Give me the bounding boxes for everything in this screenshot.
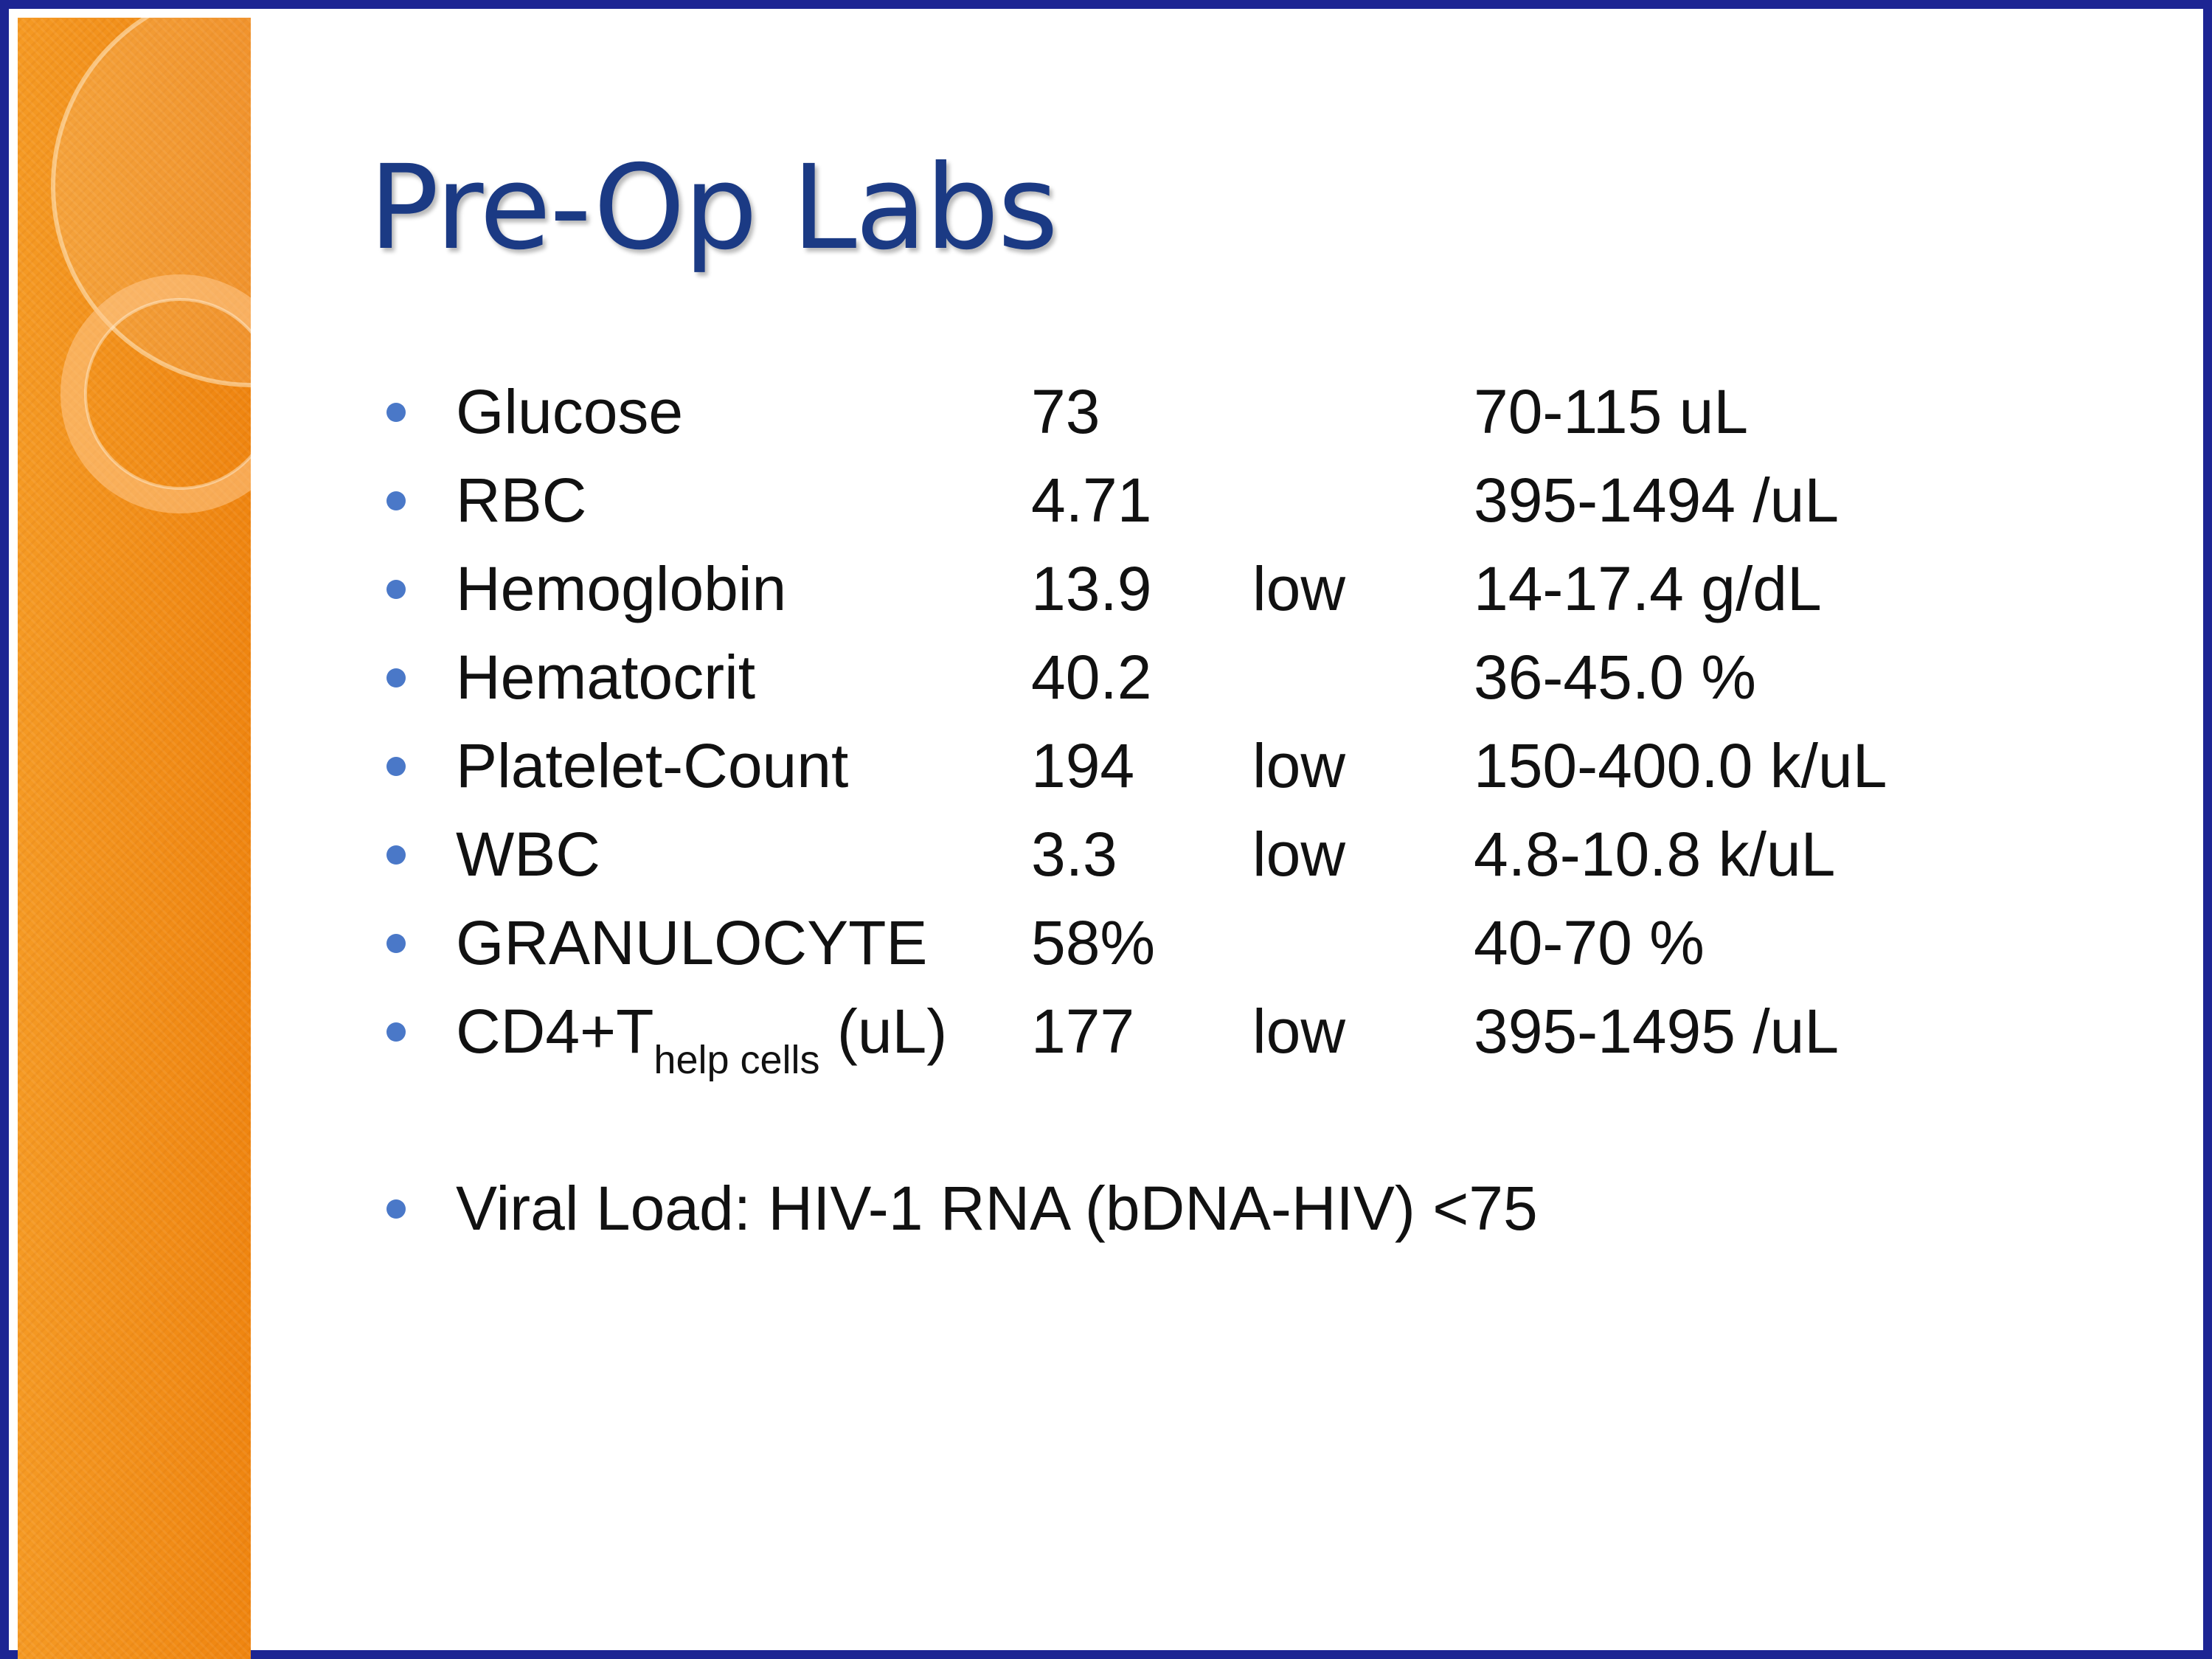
lab-row-platelet-count: Platelet-Count 194 low 150-400.0 k/uL bbox=[384, 721, 2080, 810]
lab-row-granulocyte: GRANULOCYTE 58% 40-70 % bbox=[384, 898, 2080, 987]
lab-range: 395-1494 /uL bbox=[1474, 465, 1840, 535]
slide-title: Pre-Op Labs bbox=[369, 140, 1058, 276]
bullet-dot-icon bbox=[386, 1199, 406, 1219]
lab-range: 40-70 % bbox=[1474, 908, 1705, 977]
lab-row-rbc: RBC 4.71 395-1494 /uL bbox=[384, 456, 2080, 544]
lab-range: 70-115 uL bbox=[1474, 377, 1749, 446]
lab-flag: low bbox=[1252, 997, 1346, 1066]
bullet-dot-icon bbox=[386, 934, 406, 953]
orange-side-band bbox=[18, 18, 251, 1659]
lab-results-list: Glucose 73 70-115 uL RBC 4.71 395-1494 /… bbox=[384, 367, 2080, 1082]
lab-value: 3.3 bbox=[1031, 820, 1117, 889]
lab-flag: low bbox=[1252, 554, 1346, 623]
lab-value: 73 bbox=[1031, 377, 1100, 446]
lab-value: 177 bbox=[1031, 997, 1135, 1066]
lab-row-hematocrit: Hematocrit 40.2 36-45.0 % bbox=[384, 633, 2080, 721]
lab-row-wbc: WBC 3.3 low 4.8-10.8 k/uL bbox=[384, 810, 2080, 898]
bullet-dot-icon bbox=[386, 403, 406, 422]
lab-name: RBC bbox=[456, 465, 587, 535]
lab-range: 4.8-10.8 k/uL bbox=[1474, 820, 1836, 889]
lab-name: WBC bbox=[456, 820, 600, 889]
cd4-name-main: CD4+T bbox=[456, 997, 654, 1066]
cd4-name-subscript: help cells bbox=[653, 1038, 820, 1082]
lab-range: 14-17.4 g/dL bbox=[1474, 554, 1822, 623]
bullet-dot-icon bbox=[386, 668, 406, 688]
lab-value: 13.9 bbox=[1031, 554, 1152, 623]
bullet-dot-icon bbox=[386, 1022, 406, 1042]
viral-load-text: Viral Load: HIV-1 RNA (bDNA-HIV) <75 bbox=[456, 1174, 1538, 1243]
bullet-dot-icon bbox=[386, 580, 406, 599]
lab-row-glucose: Glucose 73 70-115 uL bbox=[384, 367, 2080, 456]
lab-row-cd4: CD4+Thelp cells (uL) 177 low 395-1495 /u… bbox=[384, 987, 2080, 1082]
lab-value: 40.2 bbox=[1031, 643, 1152, 712]
cd4-name-suffix: (uL) bbox=[819, 997, 948, 1066]
decorative-rings-graphic bbox=[51, 18, 251, 513]
lab-range: 36-45.0 % bbox=[1474, 643, 1756, 712]
lab-name: Hemoglobin bbox=[456, 554, 787, 623]
lab-name: Glucose bbox=[456, 377, 684, 446]
lab-value: 58% bbox=[1031, 908, 1156, 977]
lab-name: CD4+Thelp cells (uL) bbox=[456, 994, 948, 1082]
lab-flag: low bbox=[1252, 731, 1346, 800]
lab-name: Platelet-Count bbox=[456, 731, 849, 800]
bullet-dot-icon bbox=[386, 491, 406, 510]
viral-load-row: Viral Load: HIV-1 RNA (bDNA-HIV) <75 bbox=[384, 1164, 2080, 1253]
lab-range: 150-400.0 k/uL bbox=[1474, 731, 1887, 800]
bullet-dot-icon bbox=[386, 845, 406, 865]
lab-flag: low bbox=[1252, 820, 1346, 889]
lab-row-hemoglobin: Hemoglobin 13.9 low 14-17.4 g/dL bbox=[384, 544, 2080, 633]
bullet-dot-icon bbox=[386, 757, 406, 776]
lab-name: GRANULOCYTE bbox=[456, 908, 928, 977]
lab-value: 194 bbox=[1031, 731, 1135, 800]
lab-value: 4.71 bbox=[1031, 465, 1152, 535]
lab-range: 395-1495 /uL bbox=[1474, 997, 1840, 1066]
lab-name: Hematocrit bbox=[456, 643, 756, 712]
